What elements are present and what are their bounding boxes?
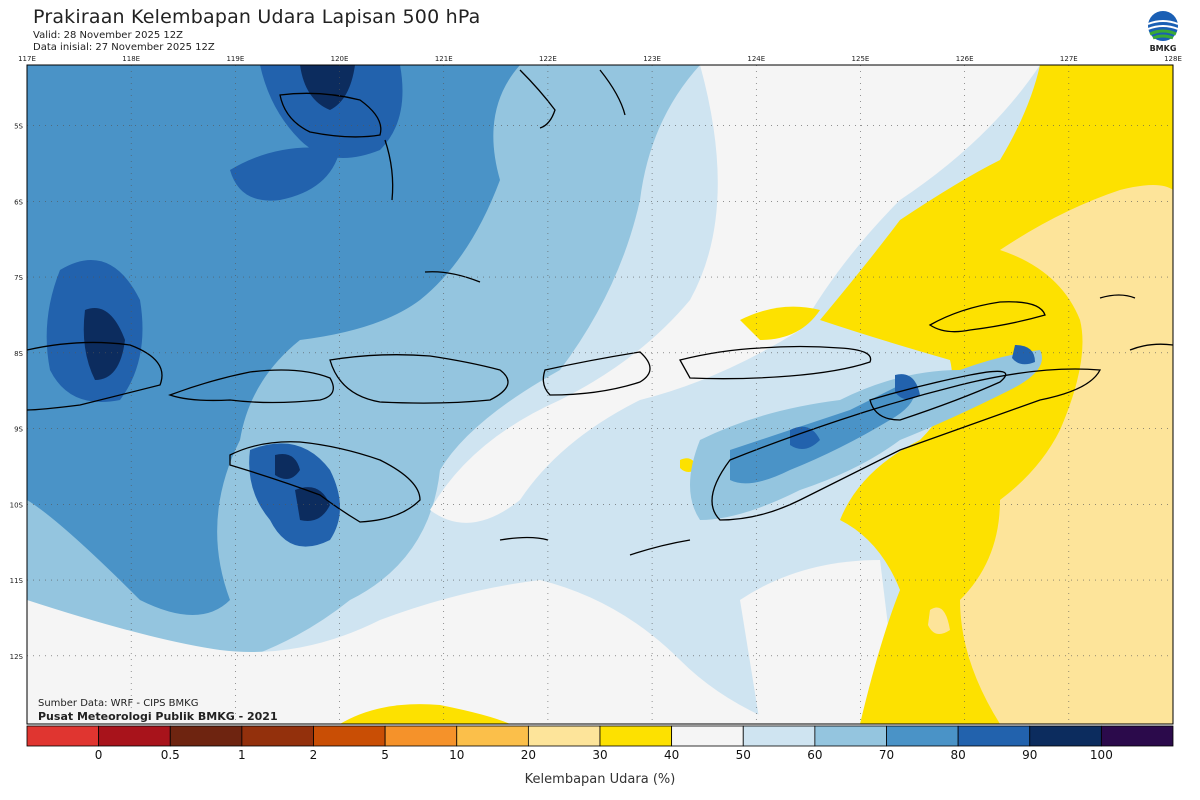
colorbar-cell xyxy=(886,725,959,747)
coastline xyxy=(869,370,1007,421)
humidity-zone-darkest-blue xyxy=(300,65,355,110)
coastline xyxy=(168,369,334,404)
humidity-zone-dark-blue xyxy=(230,147,340,201)
colorbar-label: 1 xyxy=(238,748,246,762)
coastline xyxy=(329,354,509,404)
colorbar-label: 20 xyxy=(520,748,537,762)
coastline xyxy=(629,539,691,556)
humidity-zone-mid-blue xyxy=(27,65,520,615)
map-frame xyxy=(26,64,1174,725)
lat-tick-label: 8S xyxy=(14,350,23,358)
humidity-zone-neutral xyxy=(430,65,1040,523)
lon-tick-label: 125E xyxy=(852,55,870,63)
humidity-zone-dark-blue xyxy=(260,65,403,158)
colorbar-label: 60 xyxy=(807,748,823,762)
humidity-zone-yellow xyxy=(740,306,820,340)
colorbar-label: 10 xyxy=(449,748,465,762)
lon-tick-label: 117E xyxy=(18,55,36,63)
lon-tick-label: 126E xyxy=(956,55,974,63)
colorbar-title: Kelembapan Udara (%) xyxy=(524,772,676,787)
lon-tick-label: 124E xyxy=(747,55,765,63)
humidity-zone-light-orange xyxy=(928,607,950,634)
lon-tick-label: 118E xyxy=(122,55,140,63)
coastline xyxy=(928,301,1046,333)
lon-tick-label: 119E xyxy=(226,55,244,63)
coastline xyxy=(27,341,163,411)
humidity-zone-darkest-blue xyxy=(83,308,125,380)
colorbar-cell xyxy=(742,725,816,747)
colorbar-cell xyxy=(98,725,171,747)
lat-tick-label: 5S xyxy=(14,123,23,131)
lon-tick-label: 121E xyxy=(435,55,453,63)
coastline xyxy=(599,69,626,116)
humidity-zone-dark-blue xyxy=(790,426,820,449)
colorbar-cell xyxy=(671,725,744,747)
humidity-zone-dark-blue xyxy=(895,374,920,400)
lon-tick-label: 122E xyxy=(539,55,557,63)
coastline xyxy=(711,368,1102,521)
coastline xyxy=(229,441,421,523)
humidity-zone-darkest-blue xyxy=(275,454,300,479)
map-title: Prakiraan Kelembapan Udara Lapisan 500 h… xyxy=(33,6,481,28)
lon-tick-label: 123E xyxy=(643,55,661,63)
lon-tick-label: 120E xyxy=(331,55,349,63)
coastline xyxy=(1099,294,1136,299)
producer-credit: Pusat Meteorologi Publik BMKG - 2021 xyxy=(38,710,278,723)
colorbar-cell xyxy=(313,725,386,747)
colorbar-cell xyxy=(527,725,601,747)
colorbar-label: 0 xyxy=(94,748,103,762)
colorbar-cell xyxy=(456,725,529,747)
colorbar-label: 80 xyxy=(950,748,966,762)
colorbar-cell xyxy=(384,725,458,747)
coastline xyxy=(679,345,872,380)
coastline xyxy=(542,351,651,396)
colorbar-cell xyxy=(169,725,243,747)
colorbar-label: 30 xyxy=(592,748,608,762)
colorbar-cell xyxy=(1029,725,1102,747)
colorbar-label: 100 xyxy=(1089,748,1113,762)
humidity-zone-light-orange xyxy=(960,185,1173,724)
colorbar-label: 0.5 xyxy=(160,748,180,762)
colorbar-label: 40 xyxy=(663,748,680,762)
humidity-zone-mid-blue xyxy=(730,380,915,484)
initial-time: Data inisial: 27 November 2025 12Z xyxy=(33,42,215,53)
coastline xyxy=(1129,343,1173,351)
data-source: Sumber Data: WRF - CIPS BMKG xyxy=(38,698,199,709)
colorbar-cell xyxy=(1100,725,1174,747)
coastline xyxy=(519,69,556,129)
humidity-zone-neutral xyxy=(740,560,900,724)
coastline xyxy=(499,536,549,541)
colorbar-cell xyxy=(26,725,100,747)
lat-tick-label: 12S xyxy=(10,653,24,661)
bmkg-logo-icon xyxy=(1147,11,1179,41)
colorbar-label: 50 xyxy=(735,748,751,762)
lat-tick-label: 9S xyxy=(14,426,23,434)
valid-time: Valid: 28 November 2025 12Z xyxy=(33,30,183,41)
coastline xyxy=(384,139,394,201)
colorbar-cell xyxy=(241,725,314,747)
lat-tick-label: 10S xyxy=(10,501,24,509)
lat-tick-label: 6S xyxy=(14,198,23,206)
colorbar-cell xyxy=(599,725,673,747)
lat-tick-label: 7S xyxy=(14,274,23,282)
humidity-zone-dark-blue xyxy=(1012,345,1035,365)
humidity-zone-dark-blue xyxy=(249,443,340,547)
humidity-zone-neutral xyxy=(27,580,780,724)
logo-text: BMKG xyxy=(1149,44,1177,53)
humidity-zone-yellow xyxy=(340,704,510,724)
coastline xyxy=(424,271,481,283)
lat-tick-label: 11S xyxy=(10,577,24,585)
colorbar-label: 2 xyxy=(309,748,318,762)
lon-tick-label: 127E xyxy=(1060,55,1078,63)
colorbar-cell xyxy=(957,725,1031,747)
colorbar-label: 5 xyxy=(381,748,389,762)
coastline xyxy=(279,92,382,138)
colorbar-label: 90 xyxy=(1022,748,1038,762)
lon-tick-label: 128E xyxy=(1164,55,1182,63)
humidity-zone-light-blue xyxy=(690,350,1042,520)
colorbar-label: 70 xyxy=(878,748,895,762)
colorbar-cell xyxy=(814,725,887,747)
